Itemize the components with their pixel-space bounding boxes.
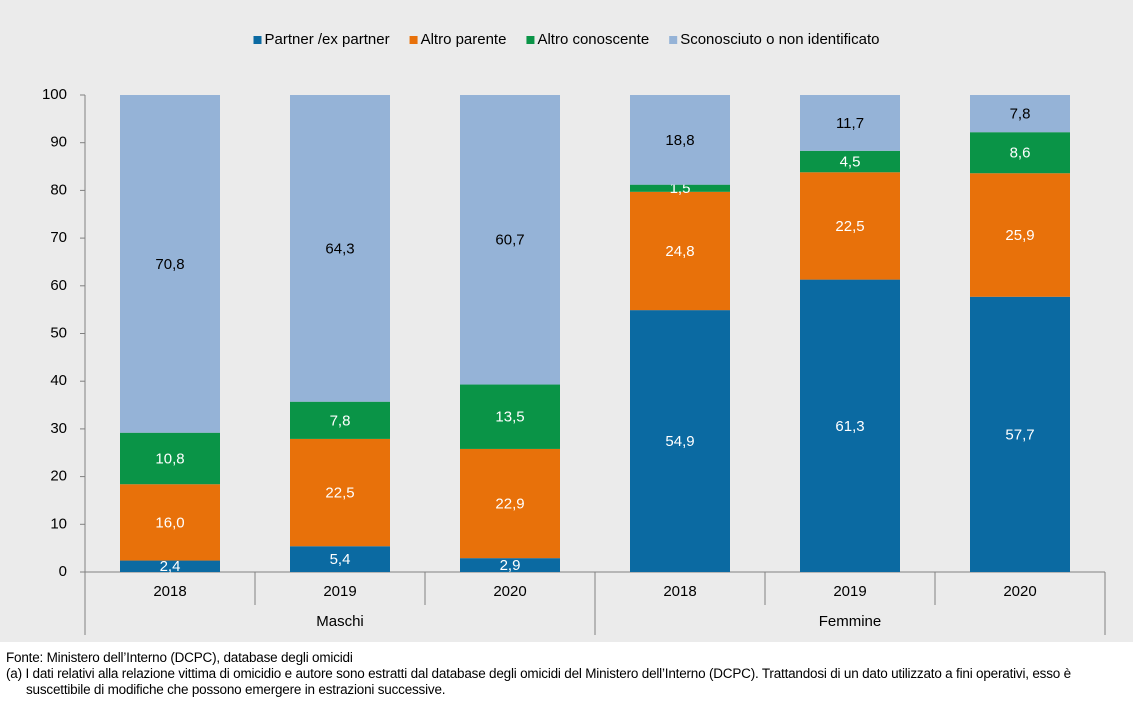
bar-segment: [800, 279, 900, 572]
legend-swatch: [409, 36, 418, 44]
value-label: 11,7: [836, 115, 864, 132]
bar-segment: [120, 95, 220, 433]
bar-segment: [120, 560, 220, 572]
value-label: 18,8: [665, 132, 694, 149]
x-tick-label: 2019: [323, 583, 356, 600]
y-tick-label: 100: [42, 86, 67, 103]
value-label: 5,4: [330, 551, 351, 568]
value-label: 25,9: [1005, 227, 1034, 244]
value-label: 2,4: [160, 558, 181, 575]
bar-segment: [800, 95, 900, 151]
legend-item: Partner /ex partner: [253, 31, 390, 48]
legend-swatch: [526, 36, 535, 44]
x-tick-label: 2018: [153, 583, 186, 600]
value-label: 22,5: [835, 218, 864, 235]
value-label: 13,5: [495, 409, 524, 426]
legend-item: Altro parente: [409, 31, 507, 48]
chart: 0 10 20 30 40 50 60 70 80 90 100 Maschi Femmine Partn…: [42, 31, 1106, 635]
legend: Partner /ex partner Altro parente Altro co…: [253, 31, 880, 48]
value-label: 7,8: [330, 412, 351, 429]
value-label: 16,0: [155, 514, 184, 531]
x-tick-label: 2020: [493, 583, 526, 600]
note: (a) I dati relativi alla relazione vitti…: [6, 666, 1071, 697]
bar-segment: [290, 546, 390, 572]
x-tick-label: 2018: [663, 583, 696, 600]
legend-item: Sconosciuto o non identificato: [669, 31, 880, 48]
y-tick-label: 0: [59, 563, 67, 580]
bar-segment: [460, 384, 560, 449]
value-label: 54,9: [665, 433, 694, 450]
value-label: 2,9: [500, 557, 521, 574]
bar-segment: [630, 191, 730, 311]
y-tick-label: 30: [50, 420, 67, 437]
value-label: 10,8: [155, 450, 184, 467]
group-label: Maschi: [316, 613, 364, 630]
bar-segment: [290, 95, 390, 402]
bar-segment: [630, 95, 730, 185]
value-label: 24,8: [665, 243, 694, 260]
x-tick-label: 2019: [833, 583, 866, 600]
bar-segment: [630, 184, 730, 192]
bar-segment: [460, 558, 560, 572]
x-tick-label: 2020: [1003, 583, 1036, 600]
y-tick-label: 70: [50, 229, 67, 246]
group-label: Femmine: [819, 613, 882, 630]
value-label: 57,7: [1005, 426, 1034, 443]
y-tick-label: 10: [50, 515, 67, 532]
y-tick-label: 20: [50, 468, 67, 485]
bar-segment: [460, 448, 560, 559]
bar-segment: [290, 401, 390, 439]
bar-segment: [970, 95, 1070, 133]
value-label: 7,8: [1010, 106, 1031, 123]
bar-segment: [460, 95, 560, 385]
value-label: 61,3: [835, 418, 864, 435]
value-label: 60,7: [495, 232, 524, 249]
value-label: 8,6: [1010, 145, 1031, 162]
y-tick-label: 80: [50, 181, 67, 198]
legend-swatch: [253, 36, 262, 44]
value-label: 64,3: [325, 240, 354, 257]
legend-swatch: [669, 36, 678, 44]
bar-segment: [290, 438, 390, 547]
bar-segment: [120, 484, 220, 561]
bar-segment: [800, 150, 900, 173]
legend-label: Altro parente: [421, 31, 507, 48]
legend-item: Altro conoscente: [526, 31, 649, 48]
legend-label: Sconosciuto o non identificato: [680, 31, 879, 48]
legend-label: Partner /ex partner: [265, 31, 390, 48]
bar-segment: [970, 296, 1070, 572]
footer: Fonte: Ministero dell’Interno (DCPC), da…: [6, 650, 1128, 698]
value-label: 4,5: [840, 154, 861, 171]
source: Fonte: Ministero dell’Interno (DCPC), da…: [6, 650, 353, 665]
y-tick-label: 60: [50, 277, 67, 294]
value-label: 70,8: [155, 256, 184, 273]
value-label: 22,5: [325, 485, 354, 502]
bar-segment: [630, 310, 730, 572]
bar-segment: [800, 172, 900, 280]
bar-segment: [120, 432, 220, 485]
bar-segment: [970, 173, 1070, 297]
y-tick-label: 90: [50, 134, 67, 151]
y-tick-label: 50: [50, 324, 67, 341]
value-label: 22,9: [495, 496, 524, 513]
bar-segment: [970, 132, 1070, 174]
y-tick-label: 40: [50, 372, 67, 389]
legend-label: Altro conoscente: [537, 31, 649, 48]
